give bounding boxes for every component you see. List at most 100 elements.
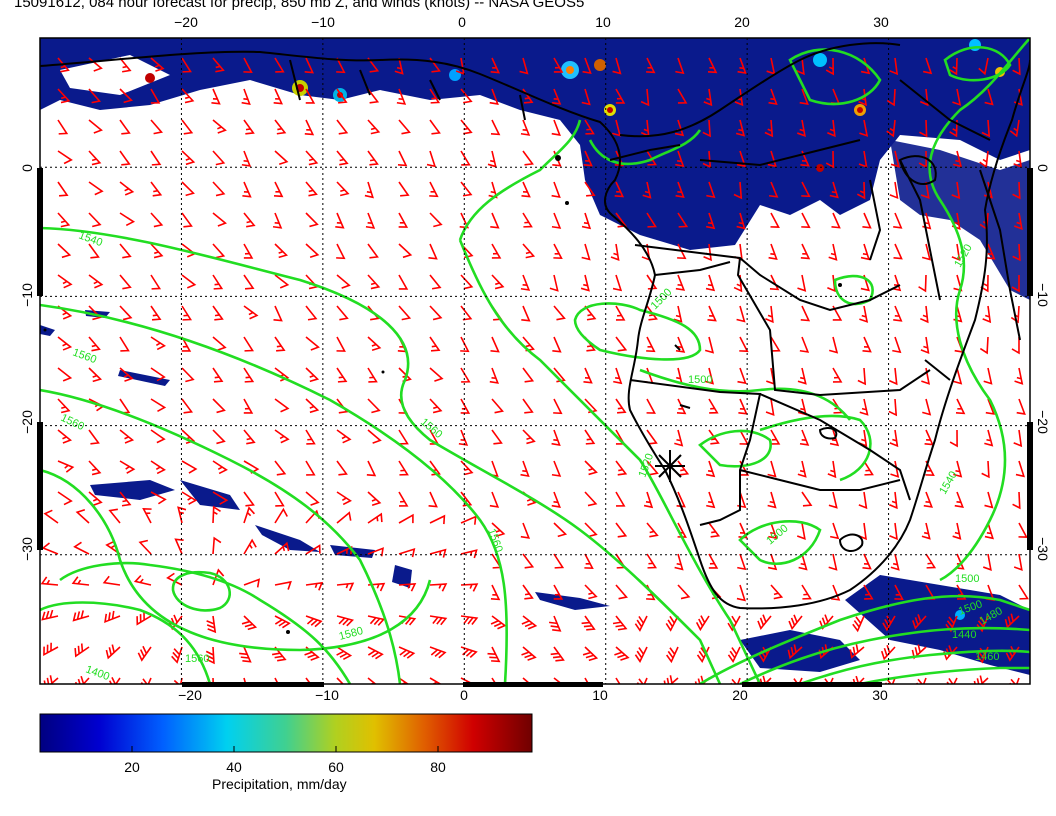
wind-barb	[305, 544, 321, 555]
wind-barb	[739, 336, 749, 353]
wind-barb	[862, 553, 872, 570]
wind-barb	[460, 515, 477, 525]
wind-barb	[769, 274, 780, 291]
wind-barb	[770, 584, 784, 600]
wind-barb	[584, 584, 598, 600]
wind-barb	[581, 212, 592, 230]
wind-barb	[797, 460, 807, 478]
wind-barb	[104, 610, 121, 624]
wind-barb	[108, 508, 121, 524]
wind-barb	[764, 119, 774, 138]
wind-barb	[520, 460, 530, 478]
wind-barb	[862, 212, 872, 229]
wind-barb	[71, 576, 90, 586]
lon-tick-bottom: 10	[592, 687, 608, 700]
wind-barb	[1012, 57, 1021, 76]
wind-barb	[305, 150, 319, 166]
wind-barb	[243, 274, 255, 290]
wind-barb	[735, 119, 746, 137]
wind-barb	[676, 398, 687, 415]
wind-barb	[522, 553, 535, 569]
wind-barb	[705, 274, 716, 292]
wind-barb	[553, 243, 563, 260]
wind-barb	[736, 212, 746, 230]
wind-barb	[675, 181, 685, 199]
wind-barb	[800, 305, 811, 322]
wind-barb	[921, 522, 931, 540]
wind-barb	[859, 398, 869, 416]
wind-barb	[150, 181, 163, 197]
wind-barb	[944, 677, 958, 684]
wind-barb	[102, 575, 121, 586]
wind-barb	[663, 675, 679, 684]
wind-barb	[830, 522, 840, 540]
wind-barb	[212, 243, 226, 259]
wind-barb	[150, 88, 161, 104]
precip-field	[40, 38, 1030, 675]
wind-barb	[1015, 460, 1026, 478]
wind-barb	[770, 429, 781, 445]
wind-barb	[336, 150, 349, 166]
wind-barb	[150, 150, 162, 166]
wind-barb	[272, 212, 283, 229]
wind-barb	[831, 212, 841, 229]
wind-barb	[704, 336, 715, 354]
wind-barb	[949, 429, 958, 448]
wind-barb	[429, 646, 447, 659]
wind-barb	[242, 181, 252, 198]
wind-barb	[150, 305, 162, 321]
wind-barb	[177, 506, 187, 524]
wind-barb	[983, 367, 993, 385]
wind-barb	[491, 274, 505, 290]
wind-barb	[181, 305, 193, 321]
wind-barb	[335, 212, 345, 229]
lat-tick-left: −10	[19, 283, 35, 307]
wind-barb	[951, 243, 961, 262]
wind-barb	[702, 119, 711, 138]
wind-barb	[675, 57, 685, 75]
wind-barb	[490, 615, 507, 630]
wind-barb	[212, 460, 228, 475]
lon-tick-top: 20	[734, 14, 750, 30]
wind-barb	[119, 150, 131, 166]
wind-barb	[74, 643, 90, 658]
wind-barb	[241, 88, 251, 105]
wind-barb	[336, 243, 346, 260]
wind-barb	[889, 57, 899, 76]
wind-barb	[273, 305, 283, 322]
wind-barb	[708, 398, 719, 414]
wind-barb	[551, 181, 561, 199]
wind-barb	[615, 212, 628, 228]
wind-barb	[829, 429, 840, 447]
wind-barb	[336, 615, 354, 627]
wind-barb	[675, 274, 686, 291]
wind-barb	[274, 580, 292, 590]
wind-barb	[736, 584, 746, 602]
wind-barb	[274, 336, 286, 352]
wind-barb	[487, 150, 497, 168]
wind-barb	[767, 553, 778, 571]
wind-barb	[57, 460, 75, 473]
wind-barb	[1004, 613, 1020, 629]
wind-barb	[770, 336, 781, 352]
lat-tick-left: −30	[19, 537, 35, 561]
wind-barb	[863, 460, 874, 476]
wind-barb	[181, 57, 192, 73]
wind-barb	[336, 88, 348, 104]
axis-labels: −20 −10 0 10 20 30 −20 −10 0 10 20 30 0 …	[19, 14, 1051, 700]
wind-barb	[581, 88, 591, 106]
wind-barb	[490, 119, 501, 136]
wind-barb	[797, 367, 807, 385]
wind-barb	[212, 212, 227, 227]
precip-colorbar: 20 40 60 80	[39, 713, 533, 775]
wind-barb	[487, 646, 501, 663]
wind-barb	[862, 336, 872, 353]
wind-barb	[827, 274, 836, 293]
wind-barb	[830, 584, 841, 601]
wind-barb	[491, 429, 503, 445]
wind-barb	[57, 491, 73, 506]
wind-barb	[41, 609, 59, 621]
lon-tick-bottom: −10	[315, 687, 339, 700]
wind-barb	[886, 88, 896, 107]
wind-barb	[57, 181, 69, 197]
